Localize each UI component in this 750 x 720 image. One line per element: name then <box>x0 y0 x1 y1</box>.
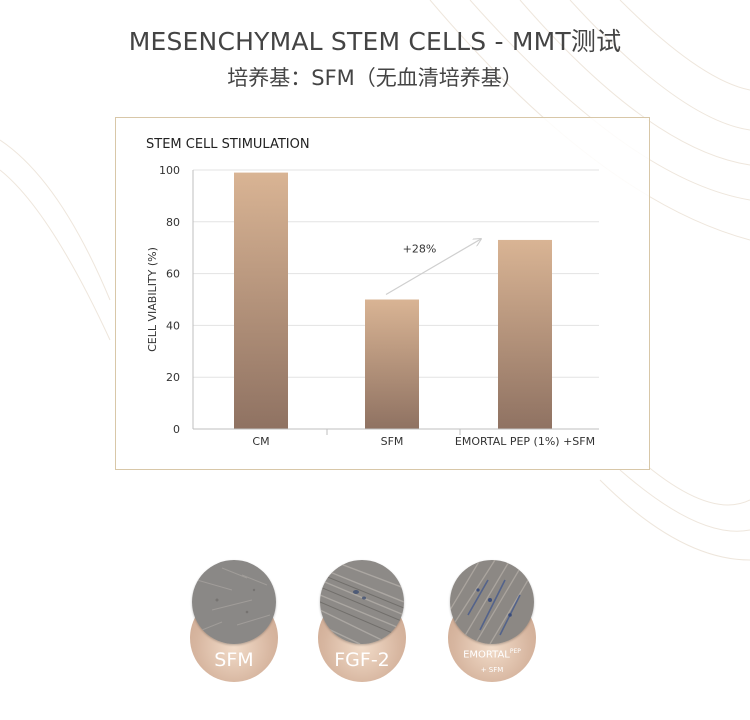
increase-arrow <box>385 239 481 296</box>
y-tick-label: 100 <box>159 164 180 177</box>
y-tick-label: 20 <box>166 371 180 384</box>
chart-title: STEM CELL STIMULATION <box>146 137 310 152</box>
y-tick-label: 0 <box>173 423 180 436</box>
chart-panel: STEM CELL STIMULATION 0 20 40 60 80 100 CELL V… <box>115 117 650 470</box>
cell-sample-emortal: EMORTALPEP + SFM <box>448 560 536 682</box>
cell-label-superscript: PEP <box>509 648 521 655</box>
microscopy-image <box>450 560 534 644</box>
page-subtitle: 培养基：SFM（无血清培养基） <box>227 66 523 90</box>
cell-sublabel: + SFM <box>480 666 504 674</box>
x-tick-label: SFM <box>381 435 404 448</box>
cell-sample-sfm: SFM <box>190 560 278 682</box>
x-tick-label: CM <box>252 435 269 448</box>
x-tick-label: EMORTAL PEP (1%) +SFM <box>455 435 595 448</box>
cell-label: EMORTALPEP <box>448 648 536 660</box>
cell-label: SFM <box>214 649 254 671</box>
cell-label-main: EMORTAL <box>463 649 510 661</box>
increase-annotation: +28% <box>403 243 437 256</box>
bar-emortal-pep-1-sfm <box>498 239 552 429</box>
microscopy-image <box>320 560 404 644</box>
y-tick-label: 60 <box>166 268 180 281</box>
y-tick-label: 80 <box>166 216 180 229</box>
bar-chart: 0 20 40 60 80 100 CELL VIABILITY (%) CM SFM EMOR… <box>146 164 599 448</box>
y-axis-label: CELL VIABILITY (%) <box>146 247 159 352</box>
microscopy-image <box>192 560 276 644</box>
bar-cm <box>234 172 288 429</box>
cell-sample-fgf2: FGF-2 <box>318 560 406 682</box>
page-title: MESENCHYMAL STEM CELLS - MMT测试 <box>128 27 622 56</box>
y-tick-label: 40 <box>166 319 180 332</box>
cell-label: FGF-2 <box>334 649 390 671</box>
bar-sfm <box>365 299 419 429</box>
